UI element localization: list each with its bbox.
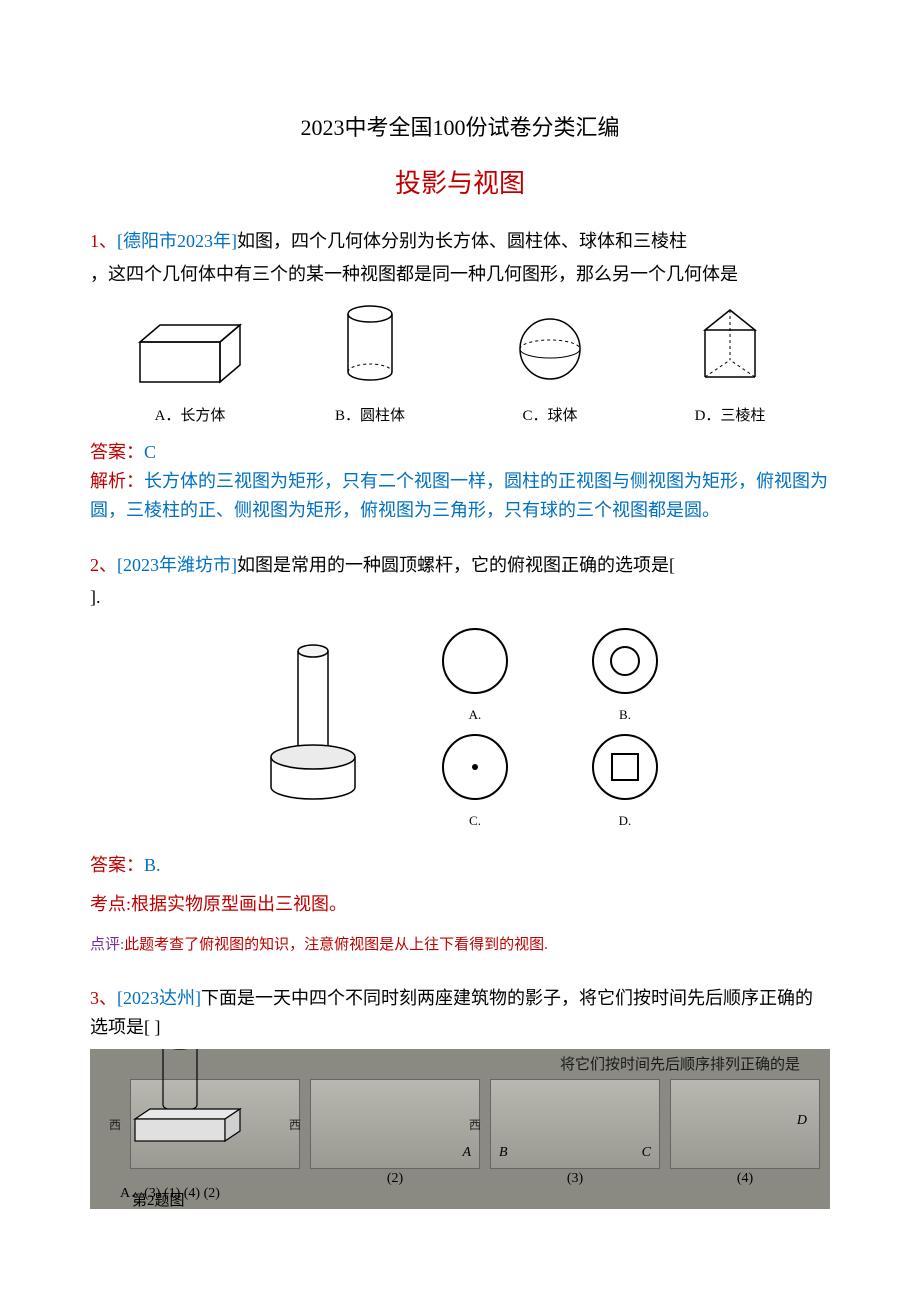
ring-icon xyxy=(585,626,665,696)
q2-kaodian: 考点:根据实物原型画出三视图。 xyxy=(90,890,830,919)
q2-opt-d: D. xyxy=(585,732,665,832)
q3-source: [2023达州] xyxy=(117,988,201,1008)
q1-expl-text: 长方体的三视图为矩形，只有二个视图一样，圆柱的正视图与侧视图为矩形，俯视图为圆，… xyxy=(90,471,828,520)
q3-panel-3: 西 B C (3) xyxy=(490,1079,660,1169)
q2-text: 如图是常用的一种圆顶螺杆，它的俯视图正确的选项是[ xyxy=(237,555,675,575)
q2-figures: A. B. C. D. xyxy=(90,626,830,831)
q2-kaodian-text: 根据实物原型画出三视图。 xyxy=(131,894,347,914)
q2-bolt xyxy=(255,639,375,818)
overlay-caption: 第2题图 xyxy=(132,1189,185,1209)
q1-opt-b: B．圆柱体 xyxy=(280,302,460,428)
q3-line1: 3、[2023达州]下面是一天中四个不同时刻两座建筑物的影子，将它们按时间先后顺… xyxy=(90,984,830,1042)
q2-point-label: 点评: xyxy=(90,937,124,953)
q1-answer-label: 答案： xyxy=(90,442,144,462)
circle-square-icon xyxy=(585,732,665,802)
prism-icon xyxy=(690,302,770,387)
q3-pnum-3: (3) xyxy=(567,1168,583,1190)
q3-lbl-d: D xyxy=(797,1110,807,1132)
q1-answer-value: C xyxy=(144,442,156,462)
q3-panel-4: D (4) xyxy=(670,1079,820,1169)
q1-source: [德阳市2023年] xyxy=(117,231,237,251)
q1-explanation: 解析：长方体的三视图为矩形，只有二个视图一样，圆柱的正视图与侧视图为矩形，俯视图… xyxy=(90,467,830,525)
q1-line2: ，这四个几何体中有三个的某一种视图都是同一种几何图形，那么另一个几何体是 xyxy=(90,260,830,289)
circle-dot-icon xyxy=(435,732,515,802)
bolt-icon xyxy=(255,639,375,809)
q2-number: 2、 xyxy=(90,555,117,575)
q1-number: 1、 xyxy=(90,231,117,251)
q2-line2: ]. xyxy=(90,583,830,612)
q2-answer-value: B. xyxy=(144,855,161,875)
q2-opt-b: B. xyxy=(585,626,665,726)
circle-icon xyxy=(435,626,515,696)
q1-opt-c-label: C．球体 xyxy=(460,404,640,428)
q3-dir-1: 西 xyxy=(109,1116,121,1135)
q2-point-text: 此题考查了俯视图的知识，注意俯视图是从上往下看得到的视图. xyxy=(124,937,548,953)
q2-opt-c: C. xyxy=(435,732,515,832)
q3-panel-1: 西 xyxy=(130,1079,300,1169)
q1-opt-d-label: D．三棱柱 xyxy=(640,404,820,428)
cylinder-icon xyxy=(335,302,405,387)
q1-opt-d: D．三棱柱 xyxy=(640,302,820,428)
q3-lbl-c: C xyxy=(642,1142,651,1164)
q2-cap-b: B. xyxy=(585,705,665,726)
q2-answer: 答案：B. xyxy=(90,851,830,880)
q1-text: 如图，四个几何体分别为长方体、圆柱体、球体和三棱柱 xyxy=(237,231,687,251)
q3-figure: 将它们按时间先后顺序排列正确的是 西 西 A (2) 西 B C (3) D (… xyxy=(90,1049,830,1209)
q2-cap-a: A. xyxy=(435,705,515,726)
q2-answer-label: 答案： xyxy=(90,855,144,875)
q3-top-text: 将它们按时间先后顺序排列正确的是 xyxy=(560,1053,800,1077)
sphere-icon xyxy=(510,312,590,387)
q3-number: 3、 xyxy=(90,988,117,1008)
q3-panel-2: 西 A (2) xyxy=(310,1079,480,1169)
q1-expl-label: 解析： xyxy=(90,471,144,491)
q3-pnum-4: (4) xyxy=(737,1168,753,1190)
q1-opt-c: C．球体 xyxy=(460,312,640,428)
q3-dir-2: 西 xyxy=(289,1116,301,1135)
q1-line1: 1、[德阳市2023年]如图，四个几何体分别为长方体、圆柱体、球体和三棱柱 xyxy=(90,227,830,256)
q1-answer: 答案：C xyxy=(90,438,830,467)
q2-cap-c: C. xyxy=(435,811,515,832)
sub-title: 投影与视图 xyxy=(90,163,830,205)
q2-point: 点评:此题考查了俯视图的知识，注意俯视图是从上往下看得到的视图. xyxy=(90,929,830,958)
cuboid-icon xyxy=(130,317,250,387)
q2-cap-d: D. xyxy=(585,811,665,832)
q1-opt-a: A．长方体 xyxy=(100,317,280,428)
main-title: 2023中考全国100份试卷分类汇编 xyxy=(90,110,830,145)
q2-option-grid: A. B. C. D. xyxy=(435,626,665,831)
q1-opt-a-label: A．长方体 xyxy=(100,404,280,428)
q2-line1: 2、[2023年潍坊市]如图是常用的一种圆顶螺杆，它的俯视图正确的选项是[ xyxy=(90,551,830,580)
q3-dir-3: 西 xyxy=(469,1116,481,1135)
q3-lbl-a: A xyxy=(462,1142,471,1164)
q2-opt-a: A. xyxy=(435,626,515,726)
q1-opt-b-label: B．圆柱体 xyxy=(280,404,460,428)
q2-kaodian-label: 考点: xyxy=(90,894,131,914)
q2-source: [2023年潍坊市] xyxy=(117,555,237,575)
q3-lbl-b: B xyxy=(499,1142,508,1164)
q1-options: A．长方体 B．圆柱体 C．球体 D．三棱柱 xyxy=(90,302,830,428)
q3-pnum-2: (2) xyxy=(387,1168,403,1190)
